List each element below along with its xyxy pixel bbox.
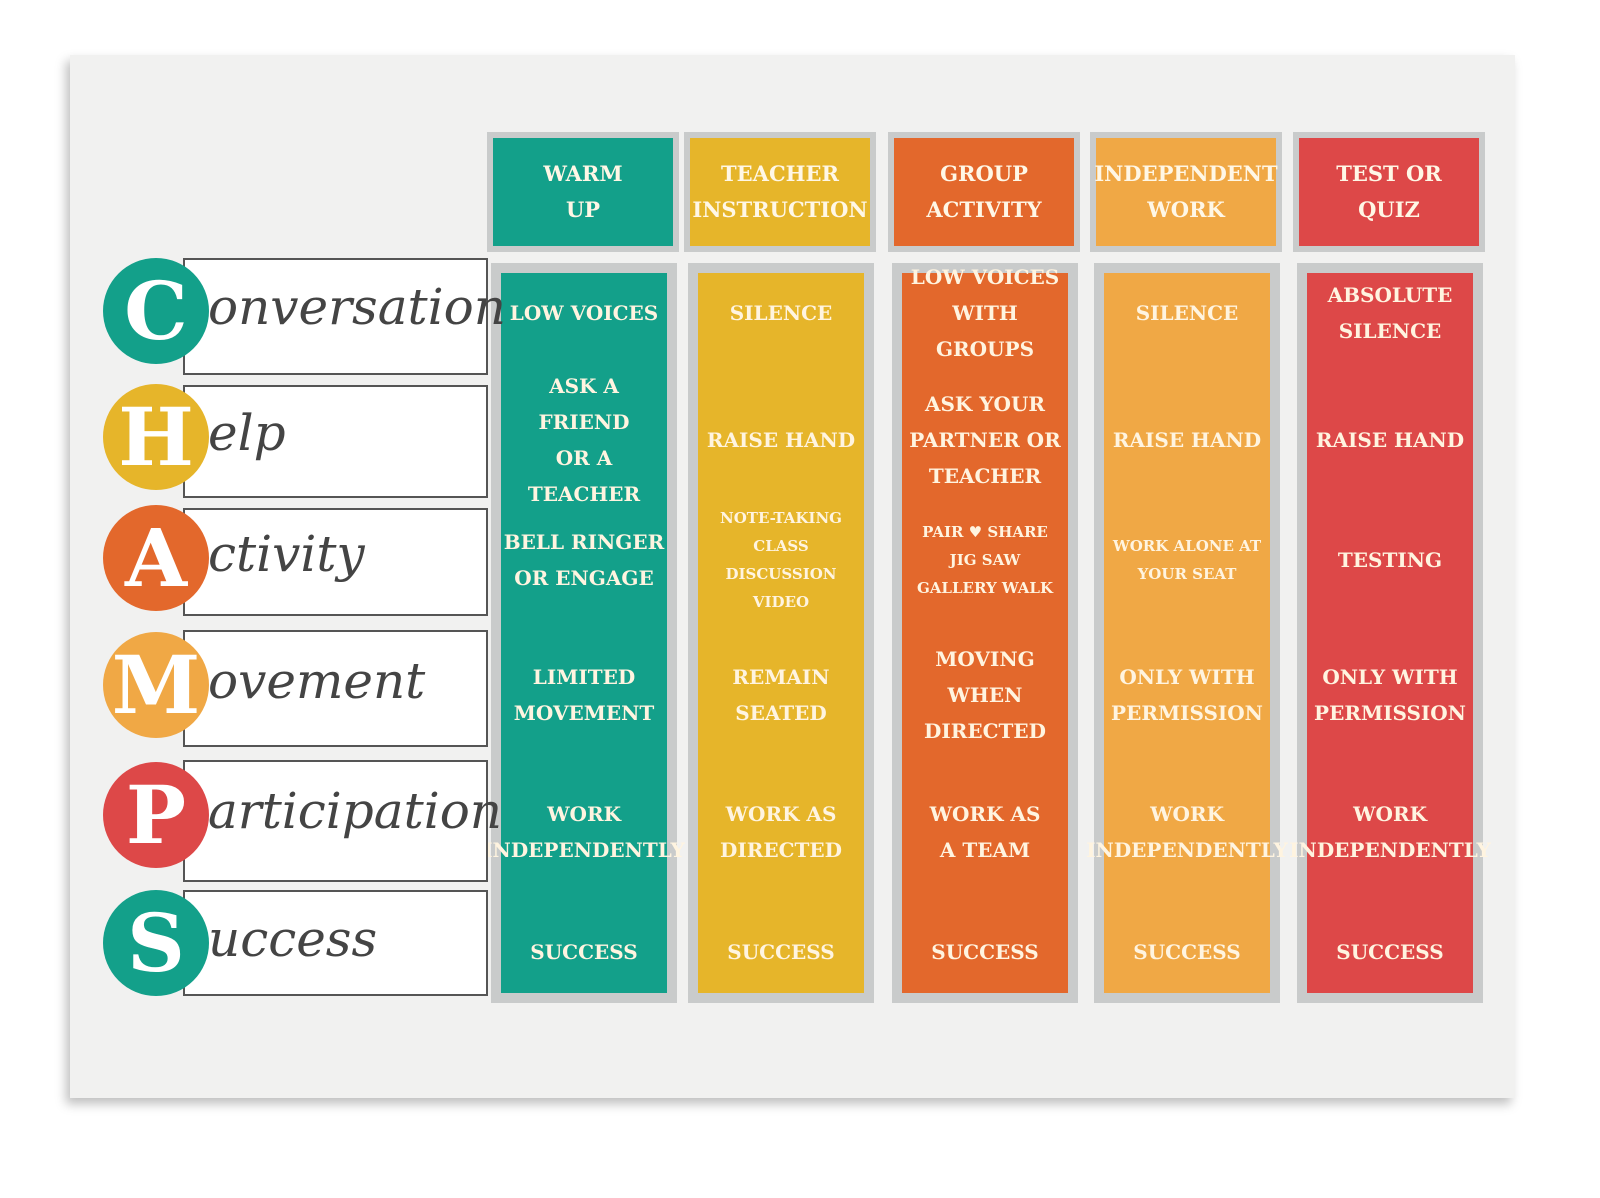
column-header: GROUP ACTIVITY	[888, 132, 1080, 252]
column-body: LOW VOICES WITH GROUPS ASK YOUR PARTNER O…	[892, 263, 1078, 1003]
cell-text: ONLY WITH PERMISSION	[1111, 665, 1263, 725]
cell-text: ASK YOUR PARTNER OR TEACHER	[909, 392, 1061, 488]
cell-text: ASK A FRIEND OR A TEACHER	[527, 374, 641, 506]
cell-text: SILENCE	[1135, 301, 1239, 325]
row-label-box	[183, 630, 488, 747]
cell-text: WORK INDEPENDENTLY	[1289, 802, 1491, 862]
row-label-box	[183, 760, 488, 882]
letter-circle-m: M	[103, 632, 209, 738]
cell-text: WORK INDEPENDENTLY	[1086, 802, 1288, 862]
column-header: WARM UP	[487, 132, 679, 252]
row-word: uccess	[208, 910, 378, 968]
column-body-fill: ABSOLUTE SILENCE RAISE HAND TESTING ONLY WI…	[1289, 273, 1491, 993]
letter-circle-c: C	[103, 258, 209, 364]
letter-circle-s: S	[103, 890, 209, 996]
cell-text: NOTE-TAKING CLASS DISCUSSION VIDEO	[720, 509, 842, 611]
letter-circle-p: P	[103, 762, 209, 868]
row-word: elp	[208, 404, 286, 462]
row-word: ovement	[208, 652, 426, 710]
column-body: SILENCE RAISE HAND NOTE-TAKING CLASS DISCU…	[688, 263, 874, 1003]
cell-text: ONLY WITH PERMISSION	[1314, 665, 1466, 725]
row-word: ctivity	[208, 525, 365, 583]
column-body-fill: SILENCE RAISE HAND NOTE-TAKING CLASS DISCU…	[698, 273, 864, 993]
column-body: SILENCE RAISE HAND WORK ALONE AT YOUR SEAT…	[1086, 263, 1288, 1003]
cell-text: RAISE HAND	[1315, 428, 1465, 452]
cell-text: RAISE HAND	[706, 428, 856, 452]
column-body: ABSOLUTE SILENCE RAISE HAND TESTING ONLY WI…	[1289, 263, 1491, 1003]
row-word: onversation	[208, 278, 506, 336]
cell-text: WORK INDEPENDENTLY	[483, 802, 685, 862]
cell-text: LIMITED MOVEMENT	[513, 665, 655, 725]
cell-text: RAISE HAND	[1112, 428, 1262, 452]
column-header-label: GROUP ACTIVITY	[894, 138, 1074, 246]
cell-text: SUCCESS	[1336, 940, 1444, 964]
cell-text: BELL RINGER OR ENGAGE	[503, 530, 665, 590]
cell-text: WORK AS DIRECTED	[720, 802, 842, 862]
column-header: TEACHER INSTRUCTION	[684, 132, 876, 252]
cell-text: MOVING WHEN DIRECTED	[924, 647, 1046, 743]
column-header-label: TEST OR QUIZ	[1299, 138, 1479, 246]
column-body: LOW VOICES ASK A FRIEND OR A TEACHER BELL …	[483, 263, 685, 1003]
row-label-box	[183, 890, 488, 996]
cell-text: SUCCESS	[1133, 940, 1241, 964]
column-header: INDEPENDENT WORK	[1090, 132, 1282, 252]
row-label-box	[183, 508, 488, 616]
cell-text: PAIR ♥ SHARE JIG SAW GALLERY WALK	[916, 523, 1054, 597]
row-label-box	[183, 385, 488, 498]
letter-circle-a: A	[103, 505, 209, 611]
cell-text: LOW VOICES WITH GROUPS	[910, 265, 1060, 361]
column-body-fill: LOW VOICES WITH GROUPS ASK YOUR PARTNER O…	[902, 265, 1068, 993]
cell-text: SUCCESS	[931, 940, 1039, 964]
letter-circle-h: H	[103, 384, 209, 490]
column-header-label: WARM UP	[493, 138, 673, 246]
cell-text: SUCCESS	[727, 940, 835, 964]
cell-text: REMAIN SEATED	[732, 665, 830, 725]
column-body-fill: LOW VOICES ASK A FRIEND OR A TEACHER BELL …	[483, 273, 685, 993]
column-header: TEST OR QUIZ	[1293, 132, 1485, 252]
cell-text: WORK ALONE AT YOUR SEAT	[1112, 537, 1262, 583]
cell-text: TESTING	[1337, 548, 1443, 572]
cell-text: SILENCE	[729, 301, 833, 325]
cell-text: ABSOLUTE SILENCE	[1327, 283, 1453, 343]
cell-text: LOW VOICES	[509, 301, 659, 325]
cell-text: WORK AS A TEAM	[929, 802, 1041, 862]
column-header-label: TEACHER INSTRUCTION	[690, 138, 870, 246]
cell-text: SUCCESS	[530, 940, 638, 964]
column-header-label: INDEPENDENT WORK	[1094, 138, 1278, 246]
row-label-box	[183, 258, 488, 375]
column-body-fill: SILENCE RAISE HAND WORK ALONE AT YOUR SEAT…	[1086, 273, 1288, 993]
row-word: articipation	[208, 782, 502, 840]
